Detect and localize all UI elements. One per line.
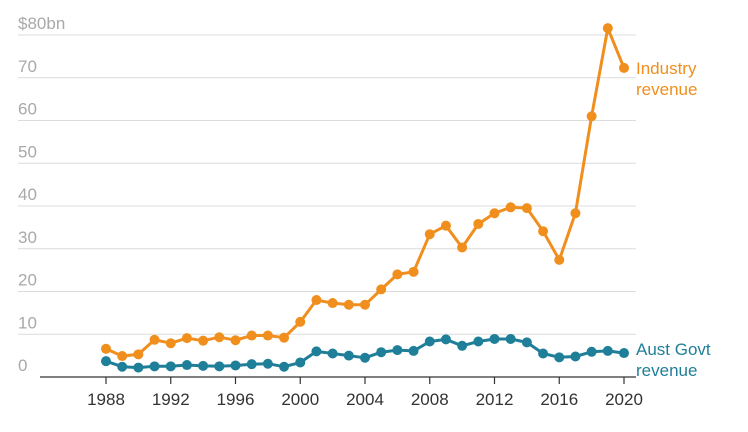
aust-govt-revenue-point	[133, 362, 144, 373]
y-tick-label: $80bn	[18, 14, 65, 33]
industry-revenue-point	[279, 332, 290, 343]
aust-govt-revenue-point	[489, 333, 500, 344]
aust-govt-revenue-point	[440, 334, 451, 345]
x-tick-label: 2012	[476, 390, 514, 409]
industry-revenue-point	[343, 299, 354, 310]
aust-govt-revenue-point	[149, 361, 160, 372]
industry-revenue-point	[246, 330, 257, 341]
aust-govt-revenue-point	[214, 361, 225, 372]
industry-revenue-point	[311, 295, 322, 306]
industry-revenue-point	[295, 316, 306, 327]
series-labels: Industry revenue Aust Govt revenue	[636, 59, 711, 380]
aust-govt-revenue-label-line: revenue	[636, 361, 697, 380]
aust-govt-revenue-point	[295, 357, 306, 368]
aust-govt-revenue-point	[181, 360, 192, 371]
x-axis-ticks: 1988 1992 1996 2000 2004 2008 2012 2016 2020	[87, 377, 643, 409]
industry-revenue-point	[214, 332, 225, 343]
aust-govt-revenue-point	[408, 345, 419, 356]
x-tick-label: 2008	[411, 390, 449, 409]
aust-govt-revenue-point	[602, 345, 613, 356]
industry-revenue-point	[101, 343, 111, 354]
y-axis-ticks: 0 10 20 30 40 50 60 70 $80bn	[18, 14, 65, 375]
aust-govt-revenue-point	[570, 351, 581, 362]
y-tick-label: 30	[18, 228, 37, 247]
industry-revenue-point	[360, 299, 370, 310]
x-tick-label: 1992	[152, 390, 190, 409]
aust-govt-revenue-point	[586, 346, 597, 357]
industry-revenue-point	[392, 269, 403, 280]
aust-govt-revenue-point	[360, 352, 370, 363]
aust-govt-revenue-point	[246, 359, 257, 370]
x-tick-label: 1996	[217, 390, 255, 409]
industry-revenue-point	[440, 220, 451, 231]
aust-govt-revenue-point	[457, 340, 468, 351]
y-tick-label: 70	[18, 57, 37, 76]
industry-revenue-point	[619, 62, 629, 73]
industry-revenue-point	[586, 111, 597, 122]
industry-revenue-point	[570, 208, 581, 219]
y-tick-label: 40	[18, 185, 37, 204]
aust-govt-revenue-point	[554, 352, 565, 363]
aust-govt-revenue-label: Aust Govt revenue	[636, 340, 711, 380]
x-tick-label: 2004	[346, 390, 384, 409]
aust-govt-revenue-point	[165, 361, 176, 372]
aust-govt-revenue-point	[327, 348, 338, 359]
y-tick-label: 0	[18, 356, 27, 375]
aust-govt-revenue-point	[473, 336, 484, 347]
y-tick-label: 10	[18, 313, 37, 332]
industry-revenue-point	[489, 208, 500, 219]
x-tick-label: 2000	[281, 390, 319, 409]
industry-revenue-point	[133, 349, 144, 360]
industry-revenue-point	[376, 284, 387, 295]
gridlines	[18, 34, 636, 335]
industry-revenue-point	[198, 335, 209, 346]
industry-revenue-point	[327, 298, 338, 309]
industry-revenue-point	[554, 254, 565, 265]
aust-govt-revenue-point	[311, 346, 322, 357]
industry-revenue-point	[262, 330, 273, 341]
industry-revenue-point	[521, 203, 532, 214]
industry-revenue-point	[473, 218, 484, 229]
aust-govt-revenue-point	[117, 361, 128, 372]
series-group	[101, 23, 629, 373]
industry-revenue-point	[230, 335, 241, 346]
industry-revenue-point	[149, 334, 160, 345]
industry-revenue-label: Industry revenue	[636, 59, 697, 99]
y-tick-label: 60	[18, 100, 37, 119]
aust-govt-revenue-point	[424, 336, 435, 347]
industry-revenue-point	[408, 266, 419, 277]
industry-revenue-point	[538, 226, 549, 237]
x-tick-label: 1988	[87, 390, 125, 409]
aust-govt-revenue-point	[198, 360, 209, 371]
industry-revenue-point	[165, 338, 176, 349]
aust-govt-revenue-point	[279, 361, 290, 372]
industry-revenue-point	[602, 23, 613, 34]
industry-revenue-point	[424, 229, 435, 240]
aust-govt-revenue-point	[521, 337, 532, 348]
aust-govt-revenue-label-line: Aust Govt	[636, 340, 711, 359]
industry-revenue-label-line: revenue	[636, 80, 697, 99]
aust-govt-revenue-point	[376, 347, 387, 358]
x-tick-label: 2020	[605, 390, 643, 409]
aust-govt-revenue-point	[505, 333, 516, 344]
aust-govt-revenue-point	[230, 360, 241, 371]
y-tick-label: 50	[18, 142, 37, 161]
industry-revenue-label-line: Industry	[636, 59, 697, 78]
aust-govt-revenue-point	[619, 348, 629, 359]
industry-revenue-point	[457, 242, 468, 253]
aust-govt-revenue-point	[262, 358, 273, 369]
y-tick-label: 20	[18, 271, 37, 290]
aust-govt-revenue-point	[101, 356, 111, 367]
industry-revenue-point	[181, 333, 192, 344]
industry-revenue-point	[117, 351, 128, 362]
industry-revenue-point	[505, 202, 516, 213]
aust-govt-revenue-point	[538, 348, 549, 359]
aust-govt-revenue-point	[392, 345, 403, 356]
x-tick-label: 2016	[540, 390, 578, 409]
aust-govt-revenue-point	[343, 350, 354, 361]
